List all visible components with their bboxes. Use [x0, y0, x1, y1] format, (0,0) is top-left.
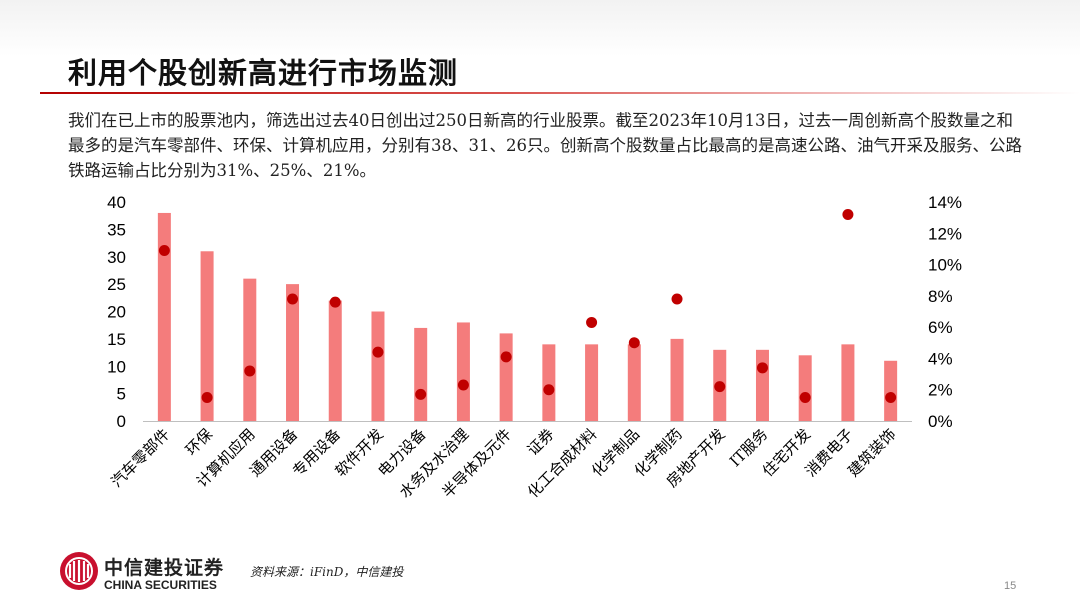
bar	[499, 333, 513, 421]
category-labels: 汽车零部件 环保计算机应用通用设备专用设备软件开发电力设备水务及水治理半导体及元件…	[107, 425, 899, 501]
dot-point	[500, 351, 512, 363]
category-label: 汽车零部件	[107, 425, 173, 491]
dot-point	[329, 296, 341, 308]
left-tick-label: 40	[107, 193, 126, 212]
dot-point	[842, 209, 854, 221]
bar	[585, 344, 599, 421]
right-tick-label: 10%	[928, 256, 962, 275]
left-tick-label: 35	[107, 220, 126, 239]
bar	[243, 278, 257, 421]
dot-point	[628, 337, 640, 349]
bar	[798, 355, 812, 421]
left-tick-label: 30	[107, 248, 126, 267]
logo-name-en: CHINA SECURITIES	[104, 578, 217, 592]
right-tick-label: 2%	[928, 381, 953, 400]
category-label: 环保	[182, 425, 216, 459]
bar	[884, 360, 898, 421]
bar	[542, 344, 556, 421]
dot-point	[415, 388, 427, 400]
bar	[371, 311, 385, 421]
left-tick-label: 15	[107, 330, 126, 349]
logo-name-cn: 中信建投证券	[104, 557, 225, 579]
bar	[670, 338, 684, 421]
left-tick-label: 10	[107, 357, 126, 376]
right-tick-label: 12%	[928, 224, 962, 243]
dot-point	[885, 392, 897, 404]
dot-series	[158, 209, 897, 404]
dot-point	[372, 346, 384, 358]
category-label: 建筑装饰	[844, 425, 899, 480]
bar	[456, 322, 470, 421]
bar	[755, 349, 769, 421]
left-tick-label: 0	[117, 412, 126, 431]
bar	[286, 284, 300, 421]
category-label: 证券	[524, 425, 558, 459]
dot-point	[457, 379, 469, 391]
dot-point	[586, 316, 598, 328]
right-tick-label: 4%	[928, 349, 953, 368]
china-securities-logo-icon	[60, 552, 98, 590]
bar	[841, 344, 855, 421]
left-axis: 0 5 10 15 20 25 30 35 40	[107, 193, 126, 431]
left-tick-label: 5	[117, 385, 126, 404]
title-underline	[40, 92, 1080, 94]
bar	[328, 300, 342, 421]
right-tick-label: 14%	[928, 193, 962, 212]
dot-point	[158, 244, 170, 256]
bar	[627, 344, 641, 421]
right-axis: 0% 2% 4% 6% 8% 10% 12% 14%	[928, 193, 962, 431]
header-background	[0, 0, 1080, 56]
right-tick-label: 6%	[928, 318, 953, 337]
right-tick-label: 8%	[928, 287, 953, 306]
bar-series	[157, 212, 898, 421]
source-note: 资料来源：iFinD，中信建投	[250, 565, 404, 579]
dot-point	[201, 392, 213, 404]
bar	[414, 327, 428, 421]
bar	[200, 251, 214, 421]
page-number: 15	[1004, 580, 1017, 592]
new-high-chart: 0 5 10 15 20 25 30 35 40 0% 2% 4% 6% 8% 10% 12% 14% 汽车零…	[107, 193, 962, 501]
dot-point	[714, 381, 726, 393]
page-title: 利用个股创新高进行市场监测	[68, 56, 459, 90]
bar	[157, 212, 171, 421]
intro-paragraph: 我们在已上市的股票池内，筛选出过去40日创出过250日新高的行业股票。截至202…	[68, 111, 1022, 180]
dot-point	[756, 362, 768, 374]
left-tick-label: 20	[107, 303, 126, 322]
dot-point	[287, 293, 299, 305]
dot-point	[244, 365, 256, 377]
dot-point	[799, 392, 811, 404]
dot-point	[543, 384, 555, 396]
right-tick-label: 0%	[928, 412, 953, 431]
dot-point	[671, 293, 683, 305]
left-tick-label: 25	[107, 275, 126, 294]
